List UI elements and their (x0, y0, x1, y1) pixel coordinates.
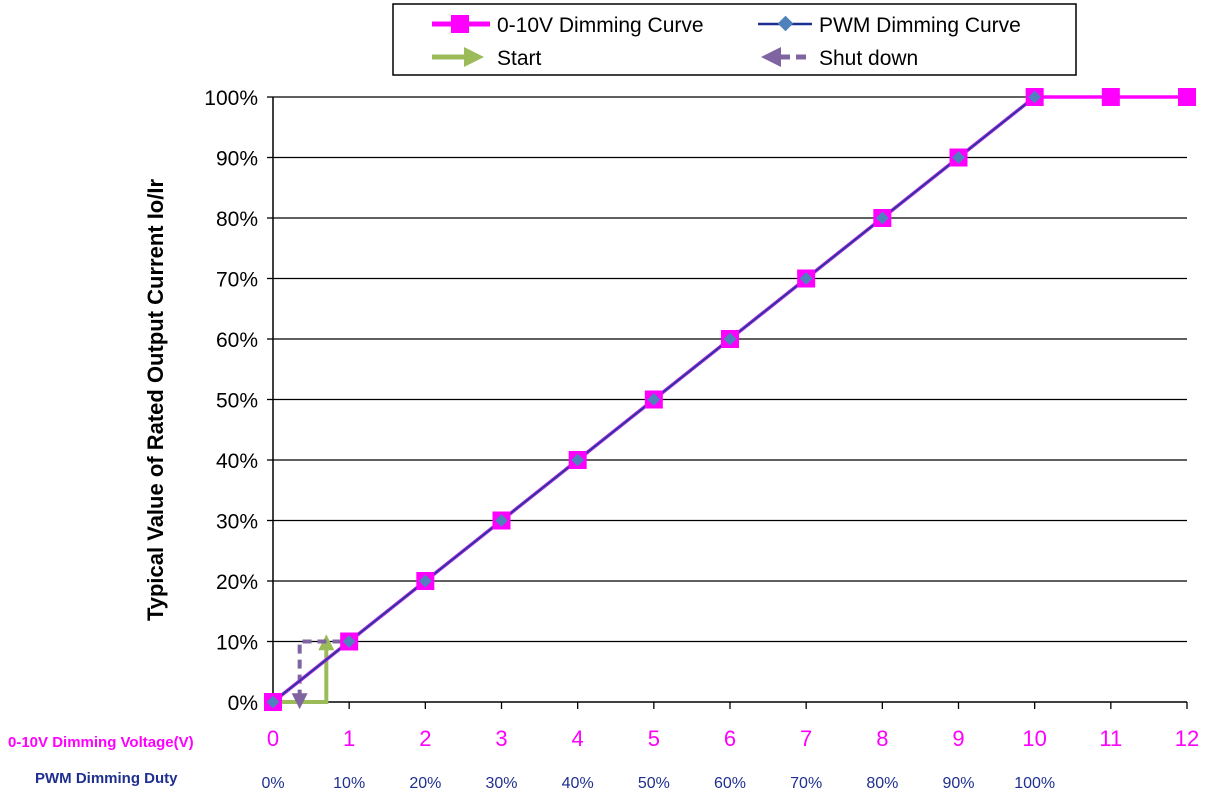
x-tick-label-pwm: 40% (562, 775, 594, 792)
y-tick-label: 90% (216, 148, 258, 171)
legend-label-pwm: PWM Dimming Curve (819, 14, 1021, 37)
x-axis-row-label-voltage: 0-10V Dimming Voltage(V) (8, 734, 194, 751)
y-tick-label: 60% (216, 329, 258, 352)
x-tick-label-pwm: 70% (790, 775, 822, 792)
legend-label-shutdown: Shut down (819, 47, 918, 70)
x-tick-label-voltage: 12 (1175, 726, 1199, 751)
grid (273, 96, 1187, 643)
y-tick-label: 20% (216, 571, 258, 594)
x-tick-label-pwm: 80% (866, 775, 898, 792)
legend-label-start: Start (497, 47, 542, 70)
y-tick-label: 30% (216, 511, 258, 534)
x-tick-label-pwm: 20% (409, 775, 441, 792)
x-tick-label-pwm: 60% (714, 775, 746, 792)
x-tick-label-voltage: 0 (267, 726, 279, 751)
y-axis-label: Typical Value of Rated Output Current Io… (143, 179, 168, 622)
y-tick-label: 70% (216, 269, 258, 292)
x-tick-label-voltage: 3 (495, 726, 507, 751)
x-tick-label-voltage: 9 (952, 726, 964, 751)
legend-label-voltage: 0-10V Dimming Curve (497, 14, 704, 37)
legend: 0-10V Dimming Curve PWM Dimming Curve St… (392, 3, 1077, 76)
x-tick-label-voltage: 7 (800, 726, 812, 751)
x-tick-label-pwm: 100% (1014, 775, 1055, 792)
x-tick-label-voltage: 8 (876, 726, 888, 751)
x-tick-label-pwm: 0% (261, 775, 284, 792)
x-tick-label-voltage: 6 (724, 726, 736, 751)
legend-frame (392, 3, 1077, 76)
legend-swatch-voltage-marker (451, 15, 469, 33)
y-tick-label: 10% (216, 632, 258, 655)
x-tick-label-voltage: 11 (1099, 726, 1122, 751)
data-point-voltage (1178, 88, 1196, 106)
x-tick-label-pwm: 90% (942, 775, 974, 792)
x-tick-label-voltage: 2 (419, 726, 431, 751)
x-axis-row-label-pwm: PWM Dimming Duty (35, 770, 178, 787)
x-tick-label-pwm: 10% (333, 775, 365, 792)
x-tick-label-pwm: 30% (485, 775, 517, 792)
series (264, 88, 1196, 711)
y-tick-label: 50% (216, 390, 258, 413)
tick-labels: 0%10%20%30%40%50%60%70%80%90%100%0 1 2 3 4 5 6… (204, 87, 1199, 792)
y-tick-label: 100% (204, 87, 258, 110)
x-tick-label-voltage: 5 (648, 726, 660, 751)
data-point-voltage (1101, 88, 1120, 106)
y-tick-label: 40% (216, 450, 258, 473)
y-tick-label: 80% (216, 208, 258, 231)
x-tick-label-voltage: 4 (572, 726, 584, 751)
axes (267, 96, 1188, 709)
y-tick-label: 0% (228, 692, 258, 715)
x-tick-label-pwm: 50% (638, 775, 670, 792)
x-tick-label-voltage: 10 (1022, 726, 1046, 751)
x-tick-label-voltage: 1 (343, 726, 355, 751)
